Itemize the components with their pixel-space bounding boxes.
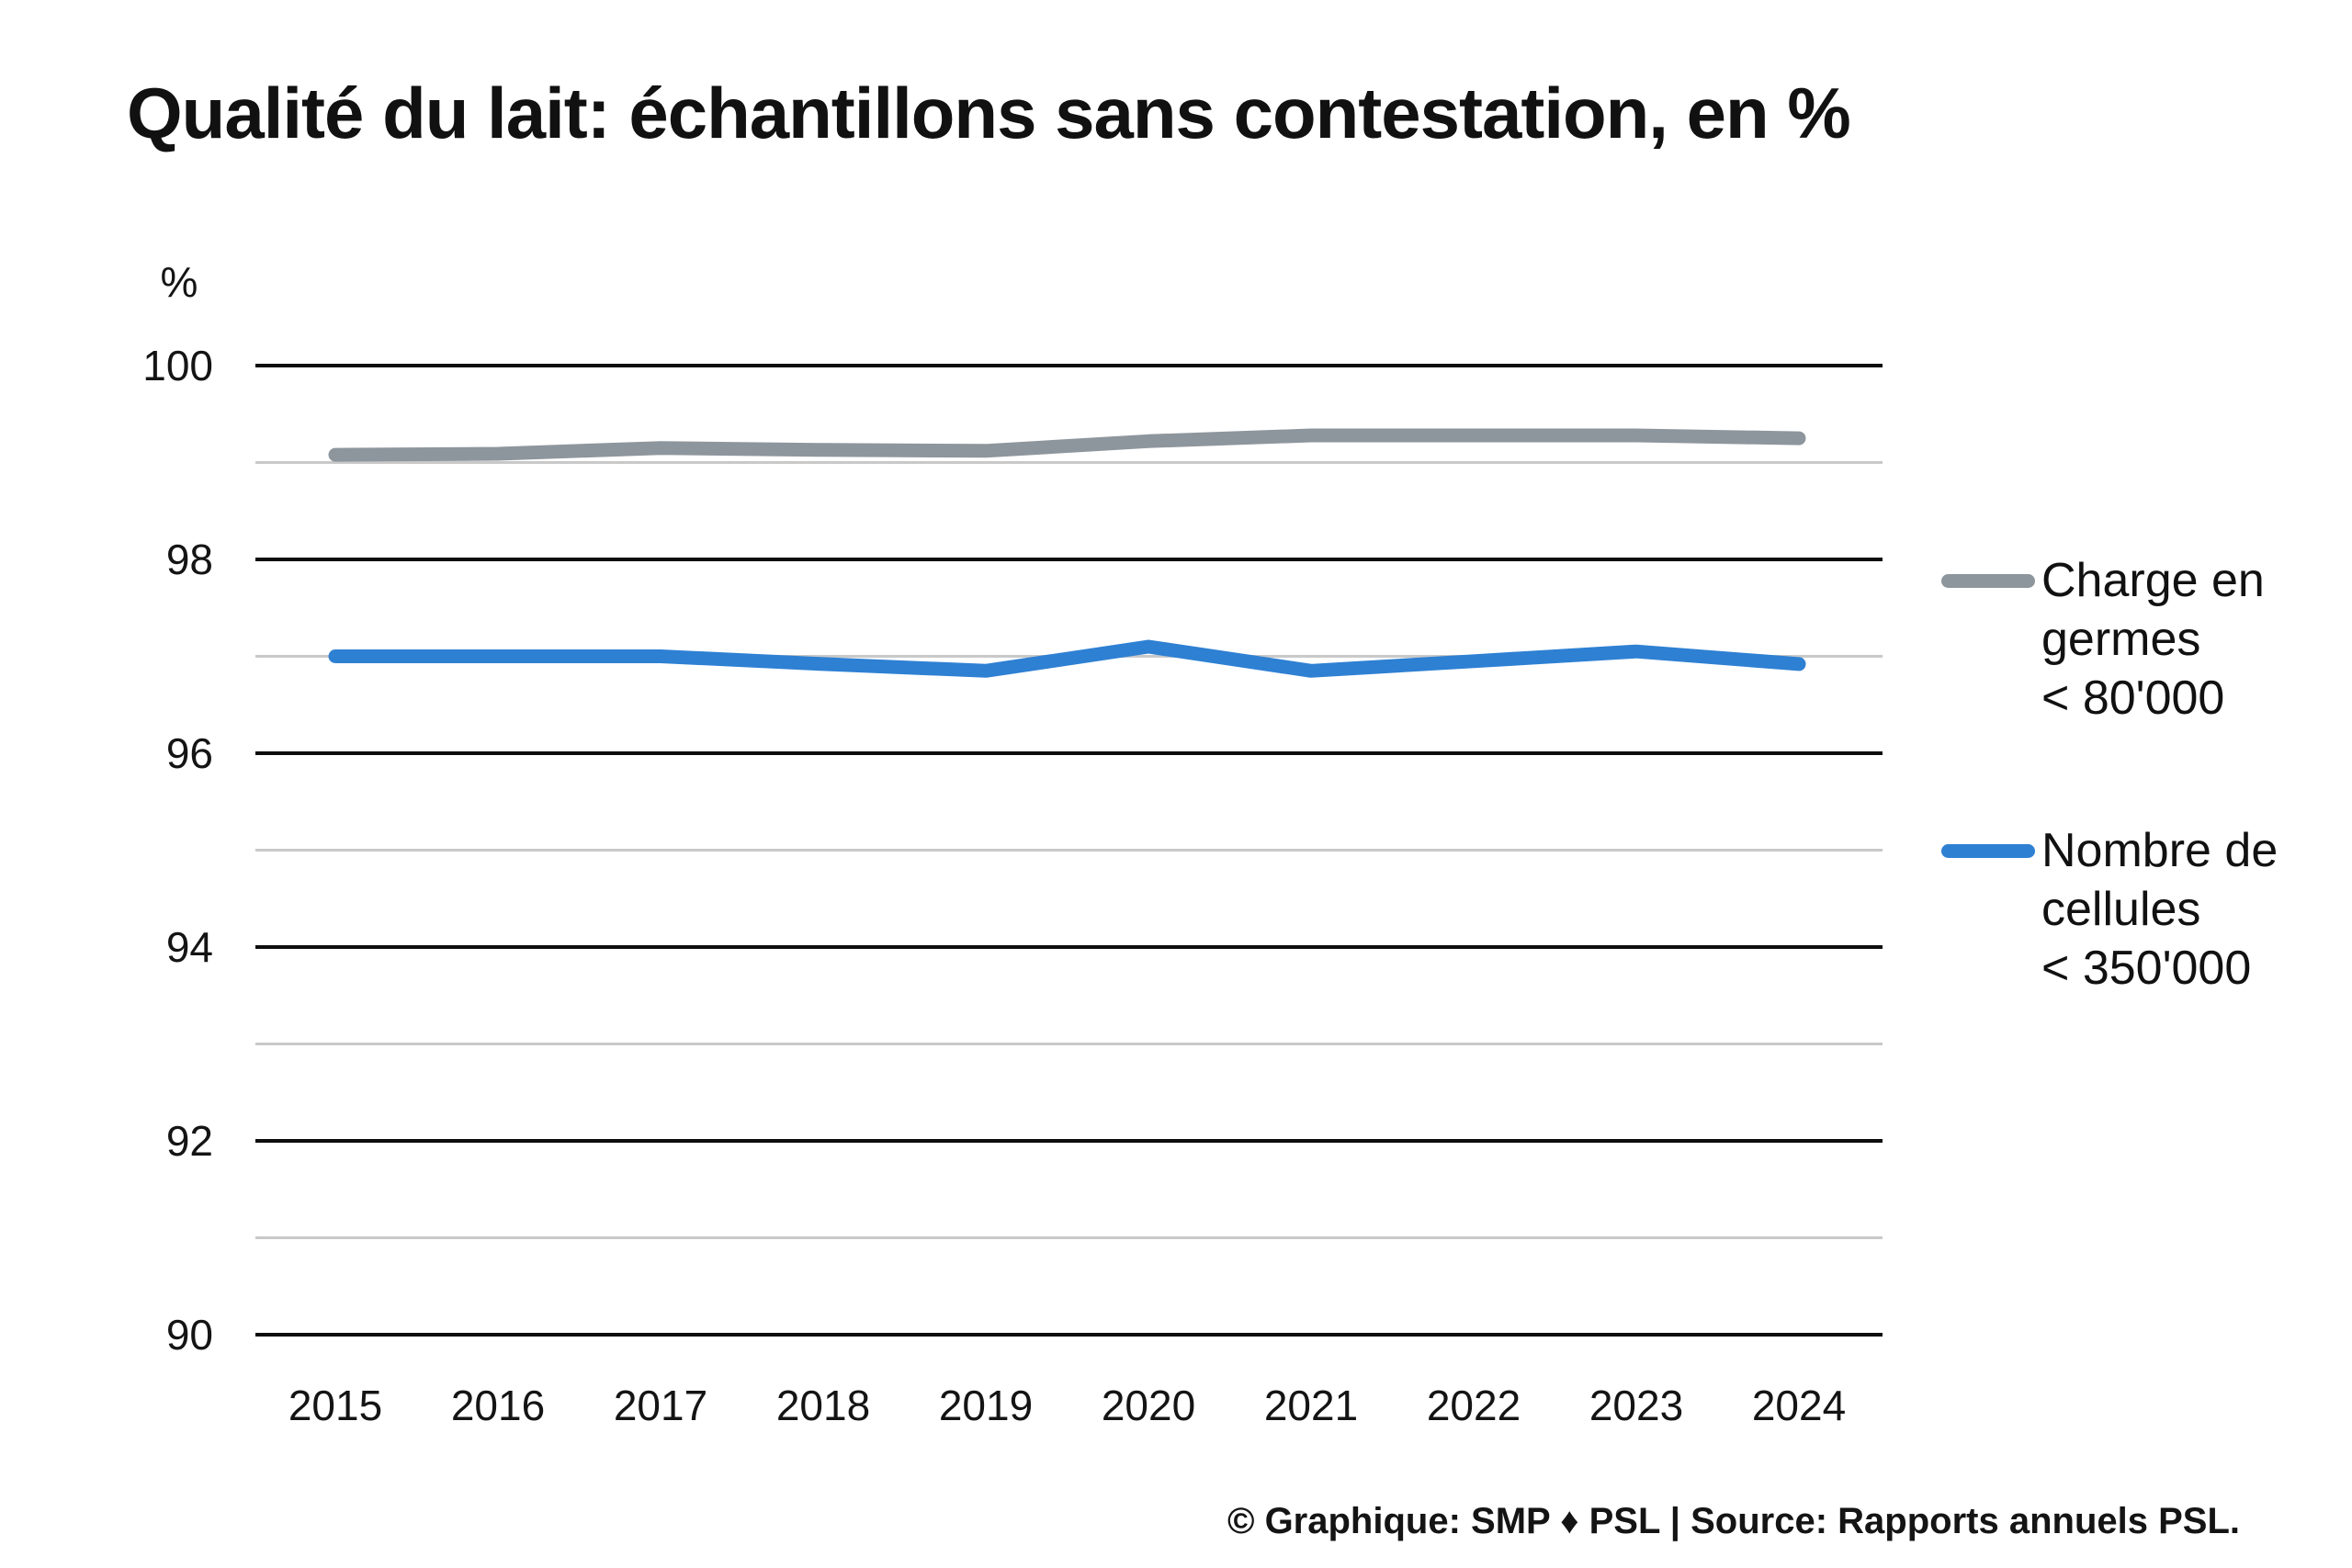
legend-label-cellules: Nombre de cellules < 350'000 [2041, 821, 2278, 998]
y-tick-label: 94 [165, 923, 213, 971]
x-tick-label: 2019 [938, 1382, 1034, 1429]
series-line-cellules [328, 639, 1806, 678]
x-tick-label: 2015 [288, 1382, 383, 1429]
gridline-minor [255, 1236, 1883, 1239]
x-tick-label: 2016 [450, 1382, 546, 1429]
legend-label-line: < 350'000 [2041, 942, 2252, 995]
x-tick-label: 2024 [1751, 1382, 1847, 1429]
legend-label-line: germes [2041, 613, 2201, 666]
x-tick-label: 2021 [1263, 1382, 1359, 1429]
gridline-minor [255, 849, 1883, 852]
legend-label-line: Charge en [2041, 554, 2265, 607]
x-tick-label: 2017 [613, 1382, 708, 1429]
gridline-major [255, 364, 1883, 367]
x-tick-label: 2023 [1589, 1382, 1684, 1429]
legend-swatch-germes [1941, 573, 2035, 588]
y-tick-label: 92 [165, 1117, 213, 1165]
y-tick-label: 100 [142, 342, 213, 389]
y-tick-label: 90 [165, 1311, 213, 1359]
chart-title: Qualité du lait: échantillons sans conte… [127, 73, 1851, 153]
y-axis-unit-label: % [160, 258, 198, 306]
gridline-major [255, 945, 1883, 949]
gridline-minor [255, 1043, 1883, 1045]
gridline-major [255, 1139, 1883, 1143]
series-line-germes [328, 428, 1806, 462]
gridline-minor [255, 461, 1883, 464]
x-tick-label: 2018 [775, 1382, 871, 1429]
x-tick-label: 2022 [1426, 1382, 1521, 1429]
gridline-major [255, 1333, 1883, 1337]
legend-label-germes: Charge en germes < 80'000 [2041, 551, 2265, 728]
legend-label-line: Nombre de [2041, 824, 2278, 877]
y-tick-label: 98 [165, 536, 213, 583]
gridline-major [255, 558, 1883, 561]
x-tick-label: 2020 [1101, 1382, 1196, 1429]
legend-label-line: cellules [2041, 883, 2201, 936]
y-tick-label: 96 [165, 729, 213, 777]
legend-label-line: < 80'000 [2041, 671, 2225, 725]
gridline-major [255, 751, 1883, 755]
legend-swatch-cellules [1941, 843, 2035, 858]
source-caption: © Graphique: SMP ♦ PSL | Source: Rapport… [1227, 1501, 2240, 1541]
